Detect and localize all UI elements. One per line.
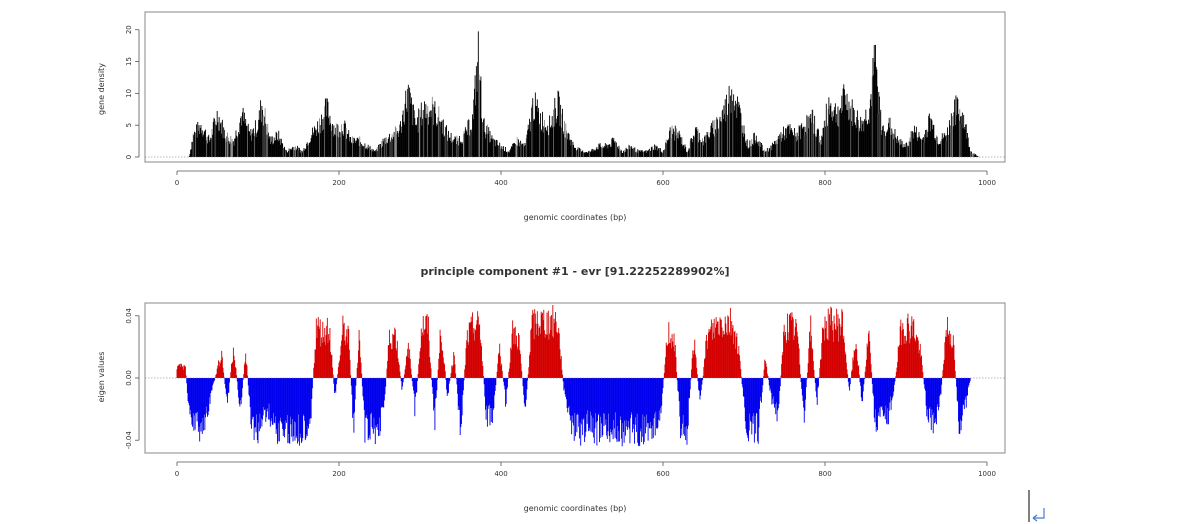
pc1-panel: principle component #1 - evr [91.2225228… — [97, 265, 1006, 513]
y-tick-label: 0.04 — [125, 307, 133, 323]
x-tick-label: 1000 — [978, 470, 996, 478]
x-tick-label: 600 — [656, 179, 669, 187]
y-tick-label: 20 — [125, 25, 133, 34]
x-axis: 0 200 400 600 800 1000 — [175, 170, 996, 187]
y-tick-label: 15 — [125, 57, 133, 66]
x-tick-label: 0 — [175, 179, 179, 187]
y-axis-label: eigen values — [97, 352, 106, 403]
y-tick-label: 10 — [125, 89, 133, 98]
x-tick-label: 200 — [332, 470, 345, 478]
gene-density-panel: 0 5 10 15 20 0 200 400 600 800 1000 genomic coord… — [97, 11, 1006, 222]
y-tick-label: 0 — [125, 155, 133, 159]
x-axis-label: genomic coordinates (bp) — [524, 213, 627, 222]
density-bars — [188, 31, 980, 157]
x-tick-label: 400 — [494, 179, 507, 187]
y-tick-label: 5 — [125, 123, 133, 127]
x-axis-label: genomic coordinates (bp) — [524, 504, 627, 513]
y-axis: -0.04 0.00 0.04 — [125, 307, 140, 450]
x-tick-label: 800 — [818, 470, 831, 478]
y-axis: 0 5 10 15 20 — [125, 25, 140, 159]
y-tick-label: 0.00 — [125, 370, 133, 386]
x-tick-label: 400 — [494, 470, 507, 478]
x-tick-label: 600 — [656, 470, 669, 478]
x-tick-label: 1000 — [978, 179, 996, 187]
y-tick-label: -0.04 — [125, 431, 133, 450]
x-tick-label: 0 — [175, 470, 179, 478]
x-tick-label: 200 — [332, 179, 345, 187]
chart-title: principle component #1 - evr [91.2225228… — [420, 265, 729, 278]
eigen-value-bars — [176, 305, 971, 447]
return-arrow-icon — [1028, 490, 1045, 522]
plot-frame — [144, 302, 1006, 454]
y-axis-label: gene density — [97, 63, 106, 115]
plot-frame — [144, 11, 1006, 163]
x-tick-label: 800 — [818, 179, 831, 187]
x-axis: 0 200 400 600 800 1000 — [175, 461, 996, 478]
